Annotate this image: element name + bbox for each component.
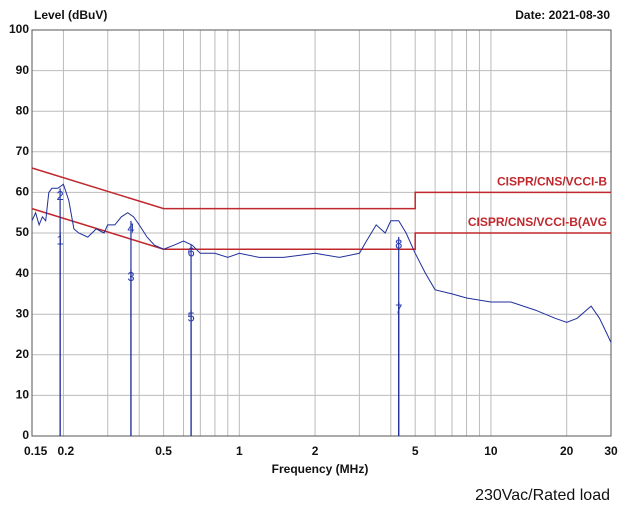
x-tick-label: 0.15 bbox=[24, 444, 48, 458]
y-axis-label: Level (dBuV) bbox=[34, 8, 107, 22]
x-tick-label: 0.5 bbox=[155, 444, 172, 458]
x-tick-label: 5 bbox=[412, 444, 419, 458]
y-tick-label: 90 bbox=[16, 63, 30, 77]
x-tick-label: 20 bbox=[560, 444, 574, 458]
y-tick-label: 40 bbox=[16, 266, 30, 280]
y-tick-label: 80 bbox=[16, 103, 30, 117]
limit-line bbox=[31, 207, 611, 250]
y-tick-label: 60 bbox=[16, 185, 30, 199]
y-tick-label: 20 bbox=[16, 347, 30, 361]
marker-label: 4 bbox=[127, 220, 134, 235]
limit-line bbox=[31, 167, 611, 210]
x-tick-label: 30 bbox=[604, 444, 618, 458]
date: Date: 2021-08-30 bbox=[515, 8, 610, 22]
marker-label: 6 bbox=[187, 245, 194, 260]
x-tick-label: 10 bbox=[484, 444, 498, 458]
marker-label: 2 bbox=[56, 188, 63, 203]
y-tick-label: 30 bbox=[16, 306, 30, 320]
marker-label: 8 bbox=[395, 236, 402, 251]
y-tick-label: 0 bbox=[22, 428, 29, 442]
limit-label: CISPR/CNS/VCCI-B(AVG bbox=[468, 215, 607, 229]
x-tick-label: 0.2 bbox=[57, 444, 74, 458]
y-tick-label: 50 bbox=[16, 225, 30, 239]
x-tick-label: 2 bbox=[312, 444, 319, 458]
note: 230Vac/Rated load bbox=[475, 487, 610, 504]
x-tick-label: 1 bbox=[236, 444, 243, 458]
y-tick-label: 100 bbox=[9, 22, 29, 36]
y-tick-label: 70 bbox=[16, 144, 30, 158]
x-axis-label: Frequency (MHz) bbox=[272, 462, 369, 476]
y-tick-label: 10 bbox=[16, 388, 30, 402]
limit-label: CISPR/CNS/VCCI-B bbox=[497, 175, 607, 189]
trace bbox=[31, 183, 612, 343]
